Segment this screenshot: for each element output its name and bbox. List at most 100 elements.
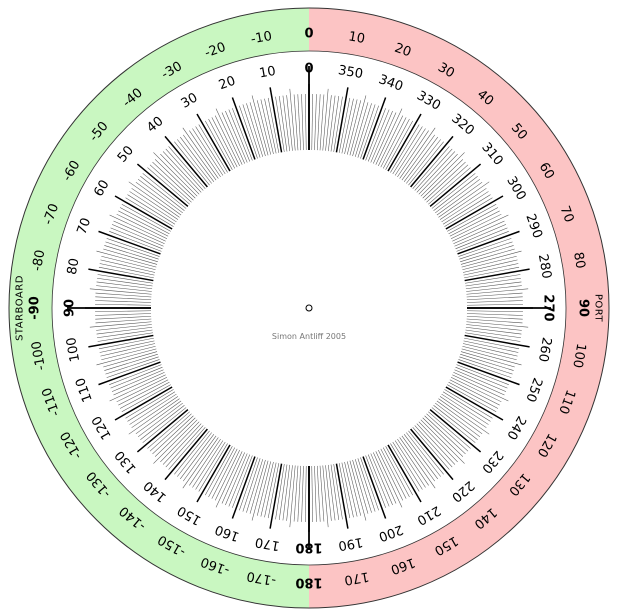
minor-tick xyxy=(453,220,505,244)
minor-tick xyxy=(408,430,444,475)
minor-tick xyxy=(465,329,521,339)
minor-tick xyxy=(367,109,390,162)
minor-tick xyxy=(228,454,251,507)
minor-tick xyxy=(367,454,390,507)
major-tick xyxy=(464,268,530,282)
minor-tick xyxy=(127,391,176,422)
minor-tick xyxy=(455,227,508,250)
minor-tick xyxy=(435,178,481,214)
minor-tick xyxy=(249,102,266,157)
minor-tick xyxy=(118,379,169,406)
minor-tick xyxy=(239,457,258,511)
minor-tick xyxy=(100,259,156,273)
minor-tick xyxy=(344,99,358,155)
minor-tick xyxy=(256,100,272,155)
major-tick xyxy=(88,334,154,348)
minor-tick xyxy=(412,427,450,470)
minor-tick xyxy=(205,446,233,496)
minor-tick xyxy=(205,120,233,170)
minor-tick xyxy=(198,124,228,173)
minor-tick xyxy=(189,130,221,178)
relative-bearing-label: 170 xyxy=(343,568,370,587)
minor-tick xyxy=(168,427,206,470)
major-tick xyxy=(387,444,422,503)
minor-tick xyxy=(179,136,215,182)
minor-tick xyxy=(414,148,453,191)
port-sector xyxy=(309,8,609,608)
minor-tick xyxy=(118,210,169,237)
minor-tick xyxy=(341,98,354,154)
minor-tick xyxy=(458,359,512,378)
minor-tick xyxy=(436,181,483,216)
minor-tick xyxy=(385,120,413,170)
major-tick xyxy=(429,163,482,208)
relative-bearing-label: -100 xyxy=(29,340,49,372)
minor-tick xyxy=(106,238,160,257)
minor-tick xyxy=(95,315,152,320)
minor-tick xyxy=(297,465,302,522)
minor-tick xyxy=(438,398,490,435)
minor-tick xyxy=(349,95,367,156)
minor-tick xyxy=(441,191,489,223)
minor-tick xyxy=(182,134,217,181)
minor-tick xyxy=(463,340,519,353)
minor-tick xyxy=(113,220,165,244)
minor-tick xyxy=(314,465,317,522)
minor-tick xyxy=(357,458,376,512)
starboard-sector xyxy=(9,8,309,608)
minor-tick xyxy=(418,421,458,463)
minor-tick xyxy=(462,343,518,357)
minor-tick xyxy=(221,112,245,164)
minor-tick xyxy=(182,435,217,482)
minor-tick xyxy=(449,379,500,406)
minor-tick xyxy=(304,465,307,522)
major-tick xyxy=(457,361,520,386)
minor-tick xyxy=(168,146,206,189)
minor-tick xyxy=(456,364,509,385)
minor-tick xyxy=(192,128,224,176)
major-tick xyxy=(98,230,161,255)
minor-tick xyxy=(264,98,277,154)
major-tick xyxy=(409,135,454,188)
minor-tick xyxy=(459,241,513,260)
minor-tick xyxy=(465,332,521,342)
minor-tick xyxy=(105,241,159,260)
relative-bearing-label: -170 xyxy=(246,568,278,588)
major-tick xyxy=(136,163,189,208)
minor-tick xyxy=(465,274,521,284)
bearing-label: 260 xyxy=(535,336,554,363)
minor-tick xyxy=(195,441,226,490)
minor-tick xyxy=(416,423,456,465)
minor-tick xyxy=(444,197,493,227)
minor-tick xyxy=(304,94,307,151)
minor-tick xyxy=(346,461,362,516)
minor-tick xyxy=(131,188,179,220)
minor-tick xyxy=(458,238,512,257)
minor-tick xyxy=(119,381,170,409)
minor-tick xyxy=(301,94,304,151)
minor-tick xyxy=(463,263,519,276)
bearing-label: 350 xyxy=(337,63,364,82)
minor-tick xyxy=(466,292,523,298)
minor-tick xyxy=(462,345,517,361)
major-tick xyxy=(464,334,530,348)
minor-tick xyxy=(177,432,212,477)
minor-tick xyxy=(465,326,522,335)
minor-tick xyxy=(424,161,466,201)
minor-tick xyxy=(466,285,522,292)
minor-tick xyxy=(390,124,420,173)
minor-tick xyxy=(444,389,493,419)
minor-tick xyxy=(282,464,291,521)
minor-tick xyxy=(98,337,154,350)
minor-tick xyxy=(165,425,204,468)
minor-tick xyxy=(125,389,174,419)
minor-tick xyxy=(403,434,439,480)
relative-bearing-label: 20 xyxy=(392,41,413,61)
minor-tick xyxy=(97,277,153,287)
minor-tick xyxy=(275,96,285,152)
minor-tick xyxy=(278,96,288,152)
minor-tick xyxy=(390,443,420,492)
major-tick xyxy=(362,456,387,519)
minor-tick xyxy=(422,159,464,199)
dial-center-face xyxy=(151,150,467,466)
